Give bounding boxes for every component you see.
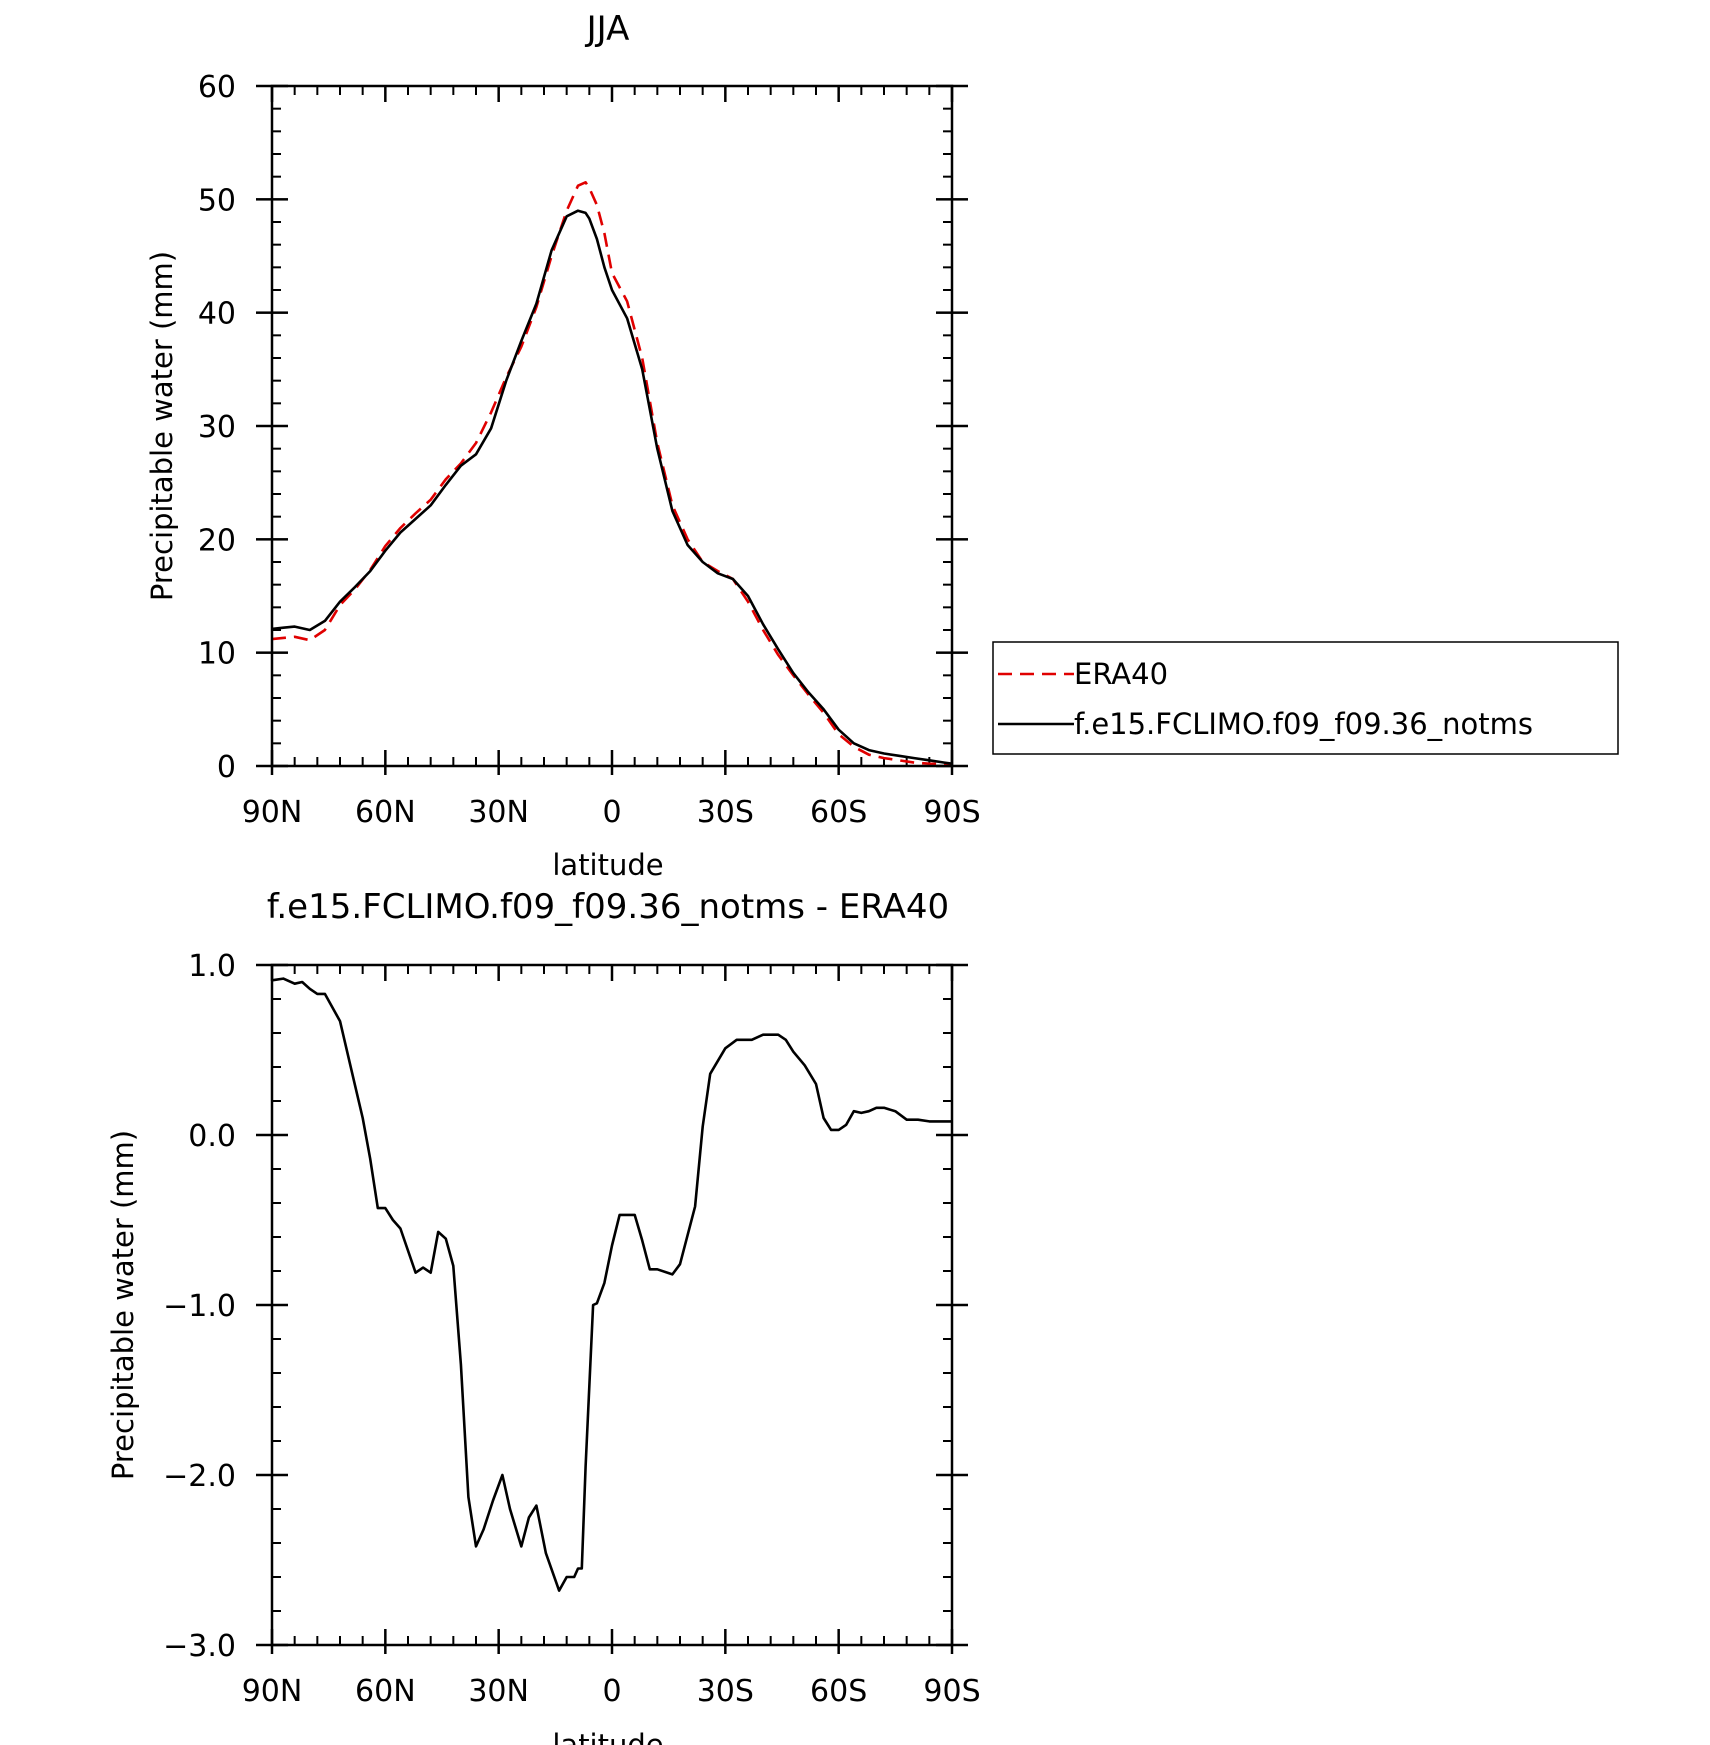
x-tick-label: 30S (697, 1674, 754, 1709)
x-tick-label: 60N (355, 795, 416, 830)
x-tick-label: 30N (468, 795, 529, 830)
legend-box (992, 641, 1619, 755)
series-line-era40 (271, 181, 953, 767)
y-tick-label: 60 (198, 70, 236, 105)
x-tick-label: 60S (810, 795, 867, 830)
y-tick-label: 0 (217, 750, 236, 785)
x-tick-label: 60N (355, 1674, 416, 1709)
legend-label-model: f.e15.FCLIMO.f09_f09.36_notms (1074, 707, 1533, 741)
y-tick-label: 50 (198, 183, 236, 218)
x-tick-label: 90S (923, 1674, 980, 1709)
y-tick-label: −3.0 (163, 1629, 236, 1664)
x-tick-label: 0 (602, 1674, 621, 1709)
y-tick-label: 30 (198, 410, 236, 445)
y-tick-label: 1.0 (188, 949, 236, 984)
x-axis-label: latitude (552, 848, 663, 882)
x-tick-label: 60S (810, 1674, 867, 1709)
legend-label-era40: ERA40 (1074, 657, 1168, 691)
y-axis-label: Precipitable water (mm) (145, 251, 179, 601)
y-tick-label: 0.0 (188, 1119, 236, 1154)
plot-frame (270, 963, 954, 1647)
panel-difference: f.e15.FCLIMO.f09_f09.36_notms - ERA40 90… (106, 887, 981, 1745)
x-tick-label: 90N (242, 795, 303, 830)
legend: ERA40 f.e15.FCLIMO.f09_f09.36_notms (992, 641, 1619, 755)
x-tick-label: 30S (697, 795, 754, 830)
plot-frame (270, 84, 954, 768)
series-line-difference (271, 977, 952, 1592)
x-tick-label: 0 (602, 795, 621, 830)
x-axis-label: latitude (552, 1728, 663, 1745)
y-tick-label: 20 (198, 523, 236, 558)
series-line-f-e15-fclimo-f09-f09-36-notms (271, 209, 953, 765)
x-tick-label: 30N (468, 1674, 529, 1709)
y-tick-label: 40 (198, 297, 236, 332)
y-axis-label: Precipitable water (mm) (106, 1130, 140, 1480)
chart-title: JJA (585, 9, 630, 49)
y-tick-label: −1.0 (163, 1289, 236, 1324)
x-tick-label: 90N (242, 1674, 303, 1709)
y-tick-label: −2.0 (163, 1459, 236, 1494)
panel-precipitable-water-jja: JJA 90N 60N 30N 0 30S 60S 90S 0 10 20 30 40 50 60 lat… (145, 9, 981, 882)
x-tick-label: 90S (923, 795, 980, 830)
y-tick-label: 10 (198, 637, 236, 672)
chart-title: f.e15.FCLIMO.f09_f09.36_notms - ERA40 (267, 887, 949, 927)
